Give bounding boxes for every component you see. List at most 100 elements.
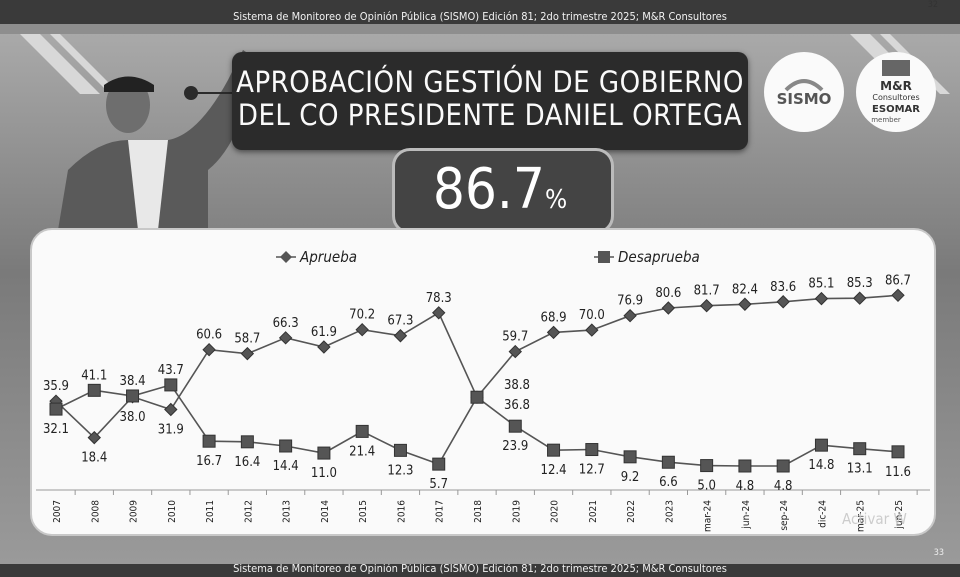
desaprueba-point [776,459,790,473]
data-label-aprueba: 59.7 [502,330,528,345]
x-tick-label: jun-25 [894,500,905,530]
aprueba-point [738,297,752,311]
activation-watermark: Activar W [842,510,907,528]
aprueba-point [776,295,790,309]
x-tick-label: 2009 [129,500,140,523]
data-label-desaprueba: 43.7 [158,363,184,378]
title-line-1: APROBACIÓN GESTIÓN DE GOBIERNO [236,65,744,99]
desaprueba-point [164,378,178,392]
x-tick-label: mar-25 [856,500,867,532]
page-number-top: 32 [927,0,938,10]
desaprueba-point [87,383,101,397]
aprueba-point [546,325,561,340]
desaprueba-point [508,419,522,433]
data-label-aprueba: 86.7 [885,273,911,288]
data-label-aprueba: 38.0 [120,410,146,425]
x-tick-label: 2013 [282,500,293,523]
data-label-2018-bottom: 36.8 [504,398,530,413]
data-label-desaprueba: 5.7 [429,477,448,492]
data-label-aprueba: 78.3 [426,291,452,306]
header-bar: Sistema de Monitoreo de Opinión Pública … [0,0,960,24]
approval-line-chart: 2007 2008 2009 2010 2011 2012 2013 2014 2015 2016… [36,248,930,532]
data-label-aprueba: 82.4 [732,282,758,297]
data-label-aprueba: 83.6 [770,280,796,295]
president-photo [58,50,258,230]
x-tick-label: 2020 [550,500,561,523]
desaprueba-point [891,445,905,459]
desaprueba-point [202,434,216,448]
data-label-desaprueba: 41.1 [81,368,107,383]
aprueba-point [699,299,714,313]
x-tick-label: 2016 [396,500,407,523]
aprueba-point [393,329,408,343]
desaprueba-point [547,443,561,457]
data-label-desaprueba: 5.0 [697,479,716,494]
data-label-desaprueba: 11.6 [885,465,911,480]
aprueba-point [891,288,905,303]
data-label-aprueba: 68.9 [541,310,567,325]
member-text: member [871,116,901,124]
x-tick-label: 2019 [511,500,522,523]
aprueba-point [661,301,676,315]
chart-panel: 2007 2008 2009 2010 2011 2012 2013 2014 2015 2016… [30,228,936,536]
data-label-aprueba: 76.9 [617,294,643,309]
aprueba-point [585,323,599,337]
legend-label-aprueba: Aprueba [299,248,357,266]
mr-logo-text: M&R [880,79,912,93]
data-label-desaprueba: 12.3 [387,463,413,478]
data-label-aprueba: 85.1 [808,277,834,292]
aprueba-point [202,342,216,357]
aprueba-point [623,309,637,323]
slide-title: APROBACIÓN GESTIÓN DE GOBIERNO DEL CO PR… [232,66,748,132]
esomar-text: ESOMAR [872,104,920,115]
data-label-aprueba: 80.6 [655,286,681,301]
data-label-desaprueba: 4.8 [736,479,755,494]
data-label-2018-top: 38.8 [504,378,530,393]
aprueba-point [814,291,829,306]
desaprueba-point [126,389,140,403]
x-tick-label: mar-24 [703,500,714,532]
data-label-desaprueba: 21.4 [349,444,375,459]
data-label-aprueba: 58.7 [234,332,260,347]
desaprueba-point [355,424,369,438]
desaprueba-point [279,439,293,453]
footer-bar: Sistema de Monitoreo de Opinión Pública … [0,564,960,577]
desaprueba-point [49,402,63,416]
title-box [232,52,748,150]
aprueba-point [164,402,178,417]
x-tick-label: 2018 [473,500,484,523]
desaprueba-point [814,438,828,452]
aprueba-point [355,322,369,337]
data-label-aprueba: 31.9 [158,423,184,438]
x-tick-label: jun-24 [741,500,752,530]
title-connector-line [196,92,236,94]
page-number-bottom: 33 [933,548,944,558]
data-label-desaprueba: 14.4 [273,459,299,474]
data-label-aprueba: 60.6 [196,328,222,343]
sismo-logo-text: SISMO [777,90,832,108]
desaprueba-point [240,435,254,449]
x-tick-label: 2008 [90,500,101,523]
desaprueba-point [470,390,484,404]
title-bullet [184,86,198,100]
data-label-desaprueba: 16.4 [234,455,260,470]
mr-logo-sub: Consultores [872,93,919,102]
data-label-desaprueba: 16.7 [196,454,222,469]
desaprueba-point [432,457,446,471]
desaprueba-point [853,442,867,456]
x-tick-label: 2023 [664,500,675,523]
sismo-logo: SISMO [764,52,844,132]
title-line-2: DEL CO PRESIDENTE DANIEL ORTEGA [237,98,743,132]
footer-text: Sistema de Monitoreo de Opinión Pública … [233,564,727,575]
headline-value: 86.7% [392,156,608,234]
data-label-desaprueba: 9.2 [621,470,640,485]
data-label-desaprueba: 12.4 [541,463,567,478]
desaprueba-point [393,443,407,457]
data-label-aprueba: 35.9 [43,379,69,394]
data-label-desaprueba: 32.1 [43,422,69,437]
legend-label-desaprueba: Desaprueba [618,248,700,266]
header-text: Sistema de Monitoreo de Opinión Pública … [233,10,727,23]
data-label-desaprueba: 13.1 [847,462,873,477]
x-tick-label: 2022 [626,500,637,523]
desaprueba-point [317,446,331,460]
